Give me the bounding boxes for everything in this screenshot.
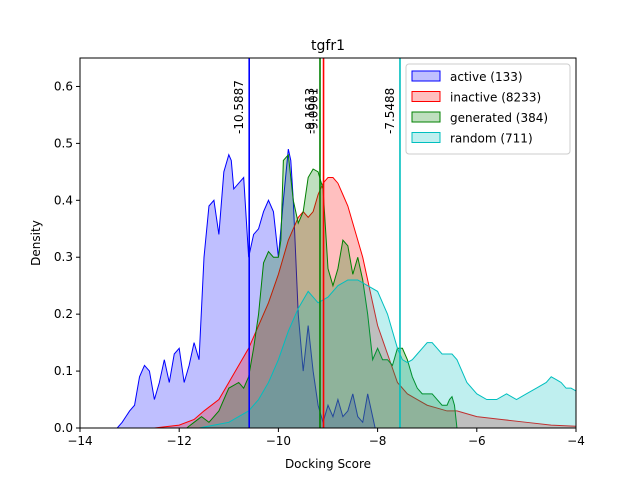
y-tick-label: 0.3	[54, 250, 73, 264]
legend-label-2: generated (384)	[450, 111, 548, 125]
x-axis-label: Docking Score	[285, 457, 371, 471]
y-axis-label: Density	[29, 220, 43, 266]
legend-label-3: random (711)	[450, 132, 533, 146]
legend-swatch-1	[411, 91, 441, 102]
mean-line-label-2: -9.0901	[307, 88, 321, 134]
density-fill-0	[117, 149, 376, 428]
legend-box	[405, 63, 571, 155]
density-line-1	[99, 177, 576, 428]
mean-line-label-1: -9.1613	[303, 88, 317, 134]
y-tick-label: 0.2	[54, 307, 73, 321]
y-tick-label: 0.4	[54, 193, 73, 207]
y-tick-label: 0.0	[54, 421, 73, 435]
mean-line-label-3: -7.5488	[383, 88, 397, 134]
x-tick-label: −12	[167, 434, 192, 448]
x-tick-label: −10	[266, 434, 291, 448]
chart-title: tgfr1	[311, 38, 345, 54]
legend-label-1: inactive (8233)	[450, 91, 541, 105]
legend-swatch-3	[411, 132, 441, 143]
y-tick-label: 0.1	[54, 364, 73, 378]
density-line-3	[198, 279, 576, 428]
density-fill-3	[199, 280, 576, 428]
density-areas	[99, 148, 576, 428]
density-fill-1	[99, 177, 576, 428]
density-line-2	[186, 153, 458, 428]
mean-line-label-0: -10.5887	[232, 80, 246, 134]
y-tick-label: 0.5	[54, 136, 73, 150]
x-tick-label: −4	[567, 434, 585, 448]
legend: active (133) inactive (8233) generated (38…	[405, 63, 571, 155]
x-axis-ticks: −14 −12 −10 −8 −6 −4	[67, 428, 585, 448]
y-axis-ticks: 0.0 0.1 0.2 0.3 0.4 0.5 0.6	[54, 79, 80, 435]
x-tick-label: −8	[369, 434, 387, 448]
legend-label-0: active (133)	[450, 70, 523, 84]
legend-swatch-0	[411, 70, 441, 82]
plot-frame	[79, 57, 577, 429]
density-fill-2	[186, 154, 457, 428]
mean-lines: -10.5887 -9.1613-9.0901 -7.5488	[232, 58, 401, 428]
x-tick-label: −6	[468, 434, 486, 448]
legend-swatch-2	[411, 111, 441, 123]
y-tick-label: 0.6	[54, 79, 73, 93]
x-tick-label: −14	[67, 434, 92, 448]
